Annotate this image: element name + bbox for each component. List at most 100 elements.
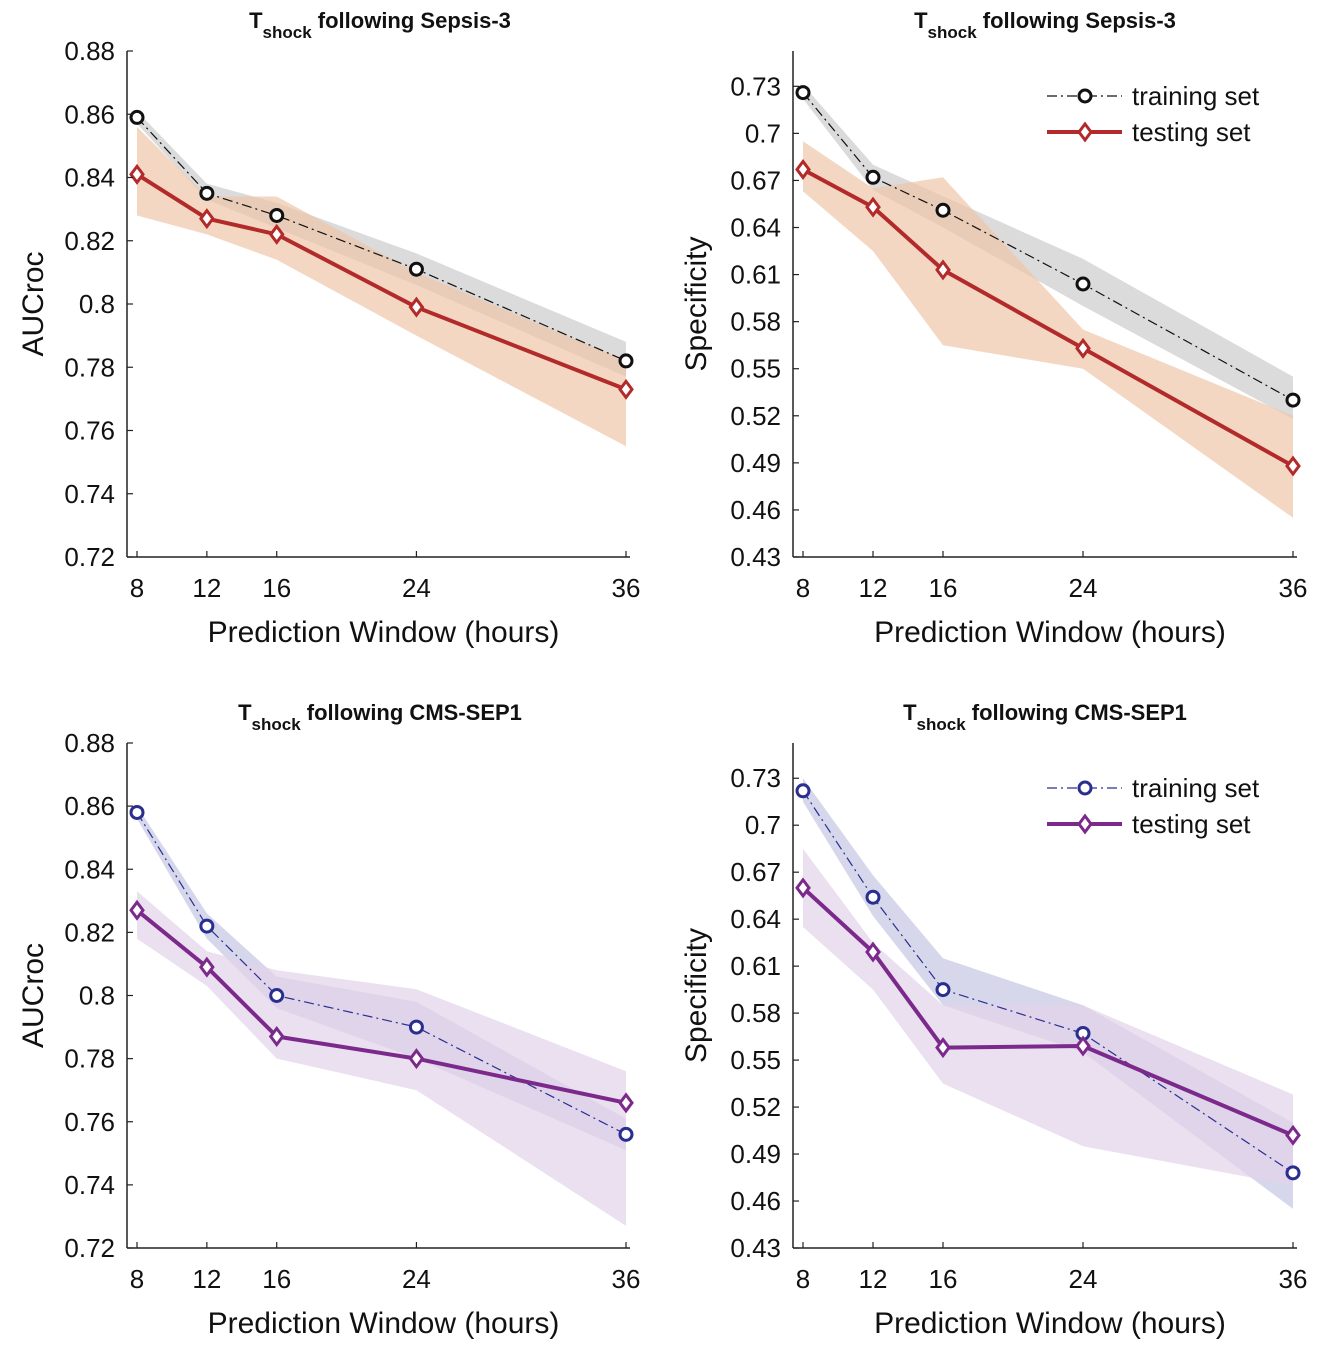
data-point — [268, 223, 285, 245]
y-tick-label: 0.67 — [730, 165, 781, 195]
y-tick-label: 0.52 — [730, 1092, 781, 1122]
data-point — [618, 353, 634, 369]
y-tick-label: 0.49 — [730, 1139, 781, 1169]
y-axis-label: AUCroc — [17, 943, 50, 1048]
legend-marker — [1077, 780, 1093, 796]
y-tick-label: 0.43 — [730, 542, 781, 572]
x-tick-label: 8 — [796, 1264, 810, 1294]
y-tick-label: 0.64 — [730, 213, 781, 243]
chart-title: Tshock following CMS-SEP1 — [903, 700, 1187, 734]
x-axis-label: Prediction Window (hours) — [874, 1307, 1226, 1340]
y-tick-label: 0.46 — [730, 1186, 781, 1216]
x-tick-label: 12 — [192, 1264, 221, 1294]
data-point — [268, 1026, 285, 1048]
x-tick-label: 8 — [796, 573, 810, 603]
x-tick-label: 8 — [130, 1264, 144, 1294]
x-tick-label: 36 — [612, 573, 641, 603]
y-tick-label: 0.76 — [64, 416, 115, 446]
x-tick-label: 24 — [1069, 1264, 1098, 1294]
data-point — [935, 202, 951, 218]
data-point — [618, 1126, 634, 1142]
y-tick-label: 0.55 — [730, 1045, 781, 1075]
confidence-band — [137, 126, 626, 447]
chart-panel-4: 0.43 0.46 0.49 0.52 0.55 0.58 0.61 0.64 0.67 0.7 0… — [680, 700, 1307, 1340]
data-point — [1075, 276, 1091, 292]
chart-title: Tshock following Sepsis-3 — [914, 8, 1176, 42]
y-tick-label: 0.58 — [730, 998, 781, 1028]
data-point — [935, 1037, 951, 1059]
x-tick-label: 16 — [929, 573, 958, 603]
x-axis-label: Prediction Window (hours) — [208, 616, 560, 649]
x-tick-label: 16 — [262, 573, 291, 603]
y-tick-label: 0.8 — [79, 289, 115, 319]
y-tick-label: 0.88 — [64, 728, 115, 758]
x-tick-label: 8 — [130, 573, 144, 603]
data-point — [865, 169, 881, 185]
legend-label: testing set — [1132, 117, 1251, 147]
legend-marker — [1077, 121, 1093, 143]
data-point — [935, 259, 951, 281]
y-tick-label: 0.58 — [730, 307, 781, 337]
y-tick-label: 0.7 — [745, 810, 781, 840]
chart-title: Tshock following CMS-SEP1 — [238, 700, 522, 734]
data-point — [1285, 1124, 1301, 1146]
data-point — [865, 889, 881, 905]
data-point — [129, 899, 145, 921]
y-tick-label: 0.74 — [64, 1170, 115, 1200]
y-tick-label: 0.73 — [730, 763, 781, 793]
data-point — [198, 208, 215, 230]
x-tick-label: 36 — [1279, 573, 1308, 603]
data-point — [795, 877, 811, 899]
chart-legend: training set testing set — [1047, 773, 1260, 839]
data-point — [408, 1048, 425, 1070]
confidence-band — [137, 891, 626, 1226]
legend-label: testing set — [1132, 809, 1251, 839]
data-point — [408, 296, 425, 318]
legend-label: training set — [1132, 81, 1260, 111]
y-axis-label: AUCroc — [17, 251, 50, 356]
data-point — [1285, 455, 1301, 477]
y-tick-label: 0.7 — [745, 118, 781, 148]
x-tick-label: 24 — [402, 573, 431, 603]
y-tick-label: 0.64 — [730, 904, 781, 934]
data-point — [198, 956, 215, 978]
data-point — [795, 783, 811, 799]
y-tick-label: 0.84 — [64, 854, 115, 884]
confidence-band — [803, 84, 1293, 419]
y-tick-label: 0.49 — [730, 448, 781, 478]
x-tick-label: 16 — [262, 1264, 291, 1294]
chart-legend: training set testing set — [1047, 81, 1260, 147]
data-point — [865, 941, 881, 963]
x-tick-label: 12 — [859, 573, 888, 603]
data-point — [129, 163, 145, 185]
data-point — [935, 982, 951, 998]
data-point — [1285, 392, 1301, 408]
y-tick-label: 0.84 — [64, 163, 115, 193]
x-tick-label: 16 — [929, 1264, 958, 1294]
series-line — [136, 116, 627, 362]
chart-panel-3: 0.72 0.74 0.76 0.78 0.8 0.82 0.84 0.86 0.88 8 12 16… — [17, 700, 640, 1340]
chart-panel-1: 0.72 0.74 0.76 0.78 0.8 0.82 0.84 0.86 0.88 8 12 16… — [17, 8, 640, 649]
y-tick-label: 0.67 — [730, 857, 781, 887]
data-point — [618, 378, 634, 400]
y-tick-label: 0.43 — [730, 1233, 781, 1263]
y-tick-label: 0.72 — [64, 542, 115, 572]
data-point — [618, 1092, 634, 1114]
confidence-band — [803, 848, 1293, 1186]
data-point — [129, 109, 145, 125]
y-tick-label: 0.86 — [64, 99, 115, 129]
y-tick-label: 0.61 — [730, 260, 781, 290]
data-point — [1285, 1165, 1301, 1181]
x-axis-label: Prediction Window (hours) — [208, 1307, 560, 1340]
data-point — [1075, 1035, 1091, 1057]
legend-label: training set — [1132, 773, 1260, 803]
y-tick-label: 0.46 — [730, 495, 781, 525]
y-tick-label: 0.8 — [79, 981, 115, 1011]
data-point — [408, 261, 424, 277]
legend-marker — [1077, 813, 1093, 835]
data-point — [269, 988, 285, 1003]
y-tick-label: 0.61 — [730, 951, 781, 981]
data-point — [795, 85, 811, 101]
data-point — [199, 185, 215, 201]
